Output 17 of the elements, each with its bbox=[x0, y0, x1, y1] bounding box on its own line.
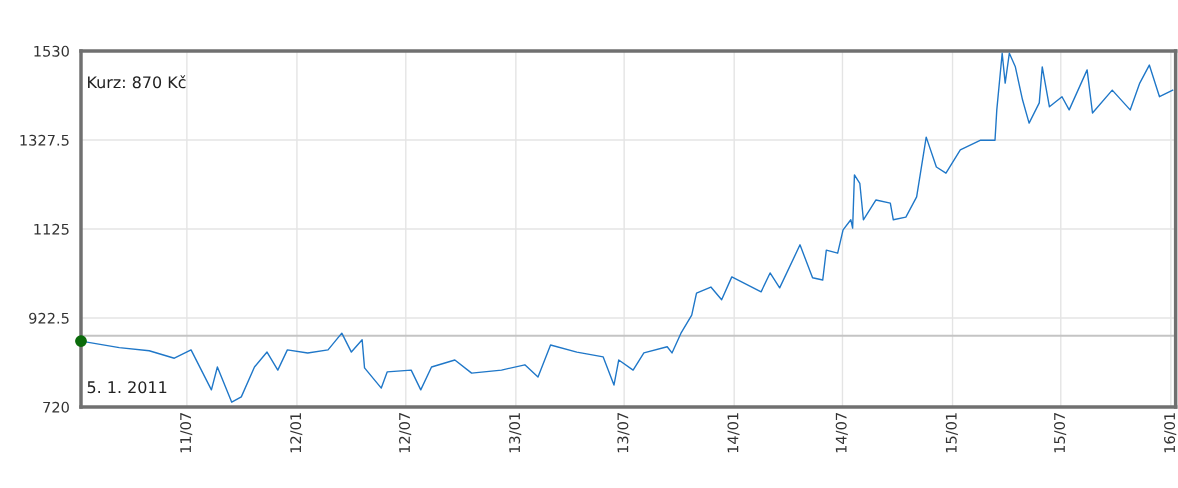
y-tick-label: 1530 bbox=[34, 45, 69, 57]
annotation: 5. 1. 2011 bbox=[87, 381, 167, 394]
annotation: Kurz: 870 Kč bbox=[88, 75, 186, 89]
y-tick-label: 1327.5 bbox=[20, 134, 69, 146]
y-tick-label: 1125 bbox=[34, 223, 69, 235]
y-tick-label: 720 bbox=[43, 401, 69, 413]
x-tick-label: 11/07 bbox=[180, 413, 193, 453]
x-tick-label: 15/07 bbox=[1054, 413, 1067, 453]
x-tick-label: 15/01 bbox=[945, 413, 958, 453]
x-tick-label: 16/01 bbox=[1164, 413, 1177, 453]
x-tick-label: 13/01 bbox=[509, 413, 522, 453]
x-tick-label: 14/07 bbox=[835, 413, 848, 453]
y-tick-label: 922.5 bbox=[29, 312, 69, 324]
x-tick-label: 12/01 bbox=[290, 413, 303, 453]
x-tick-label: 13/07 bbox=[617, 413, 630, 453]
x-tick-label: 12/07 bbox=[399, 413, 412, 453]
x-tick-label: 14/01 bbox=[727, 413, 740, 453]
